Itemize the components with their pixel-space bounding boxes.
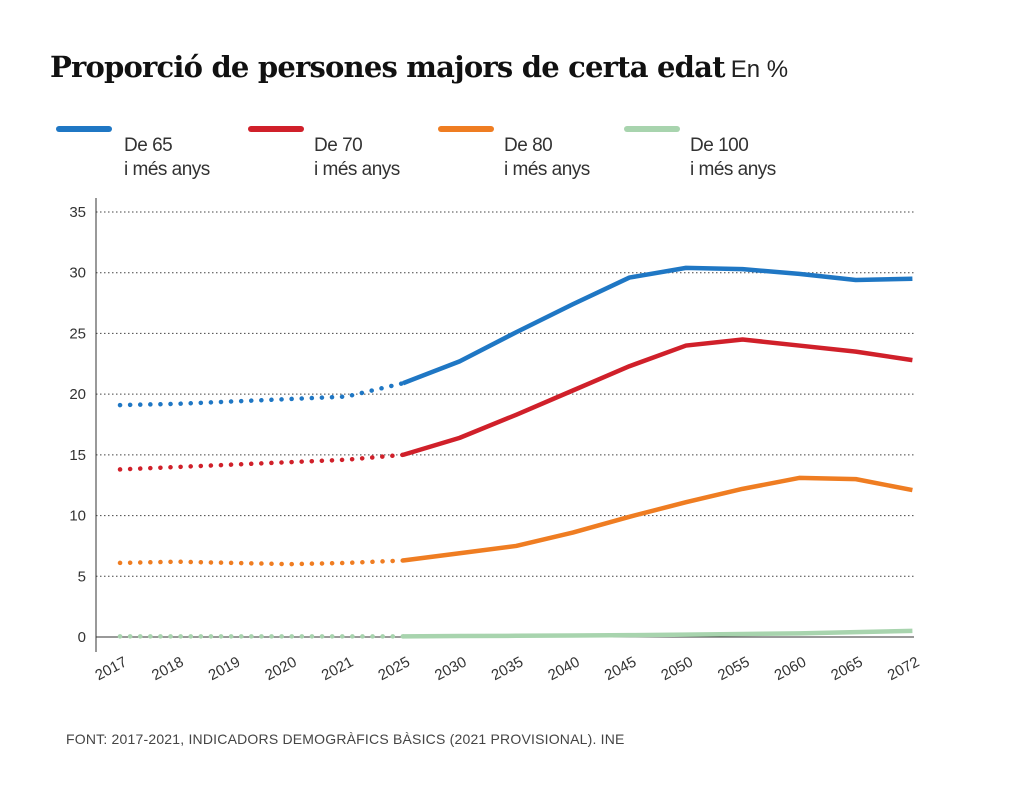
y-tick-label: 30 [69, 265, 86, 282]
x-tick-label: 2055 [715, 654, 752, 685]
page-title: Proporció de persones majors de certa ed… [50, 50, 788, 84]
series-line-3 [402, 628, 913, 639]
legend-swatch [248, 126, 304, 132]
series-line-projected-dotted-0 [117, 380, 406, 408]
y-tick-label: 35 [69, 204, 86, 221]
legend-label-line2: i més anys [690, 159, 776, 180]
x-tick-label: 2030 [432, 654, 469, 685]
x-tick-label: 2045 [602, 654, 639, 685]
legend-label-line2: i més anys [124, 159, 210, 180]
legend-label-line1: De 80 [504, 135, 553, 156]
x-tick-label: 2019 [206, 654, 243, 685]
source-note: FONT: 2017-2021, INDICADORS DEMOGRÀFICS … [66, 731, 625, 747]
series-line-2 [402, 475, 913, 563]
x-tick-label: 2025 [375, 654, 412, 685]
x-tick-label: 2065 [828, 654, 865, 685]
x-tick-label: 2040 [545, 654, 582, 685]
x-tick-label: 2017 [92, 654, 129, 685]
chart-unit: En % [730, 56, 789, 83]
x-tick-label: 2050 [658, 654, 695, 685]
series-line-projected-dotted-2 [117, 558, 406, 567]
x-tick-label: 2060 [772, 654, 809, 685]
x-tick-label: 2072 [885, 654, 922, 685]
legend-label-line2: i més anys [504, 159, 590, 180]
chart-title: Proporció de persones majors de certa ed… [50, 50, 726, 84]
legend-swatch [624, 126, 680, 132]
legend-label-line2: i més anys [314, 159, 400, 180]
legend-swatch [438, 126, 494, 132]
legend-label-line1: De 70 [314, 135, 363, 156]
y-tick-label: 0 [78, 629, 86, 646]
y-tick-label: 20 [69, 386, 86, 403]
y-tick-label: 25 [69, 325, 86, 342]
series-line-0 [402, 265, 913, 386]
y-tick-label: 10 [69, 508, 86, 525]
series-line-projected-dotted-1 [117, 452, 406, 472]
y-tick-label: 5 [78, 568, 86, 585]
x-tick-label: 2018 [149, 654, 186, 685]
y-tick-label: 15 [69, 447, 86, 464]
x-tick-label: 2035 [489, 654, 526, 685]
legend-label: De 100 i més anys [690, 134, 776, 182]
legend-swatch [56, 126, 112, 132]
legend-label-line1: De 100 [690, 135, 749, 156]
x-tick-label: 2021 [319, 654, 356, 685]
series-line-1 [402, 337, 913, 458]
legend-label: De 80 i més anys [504, 134, 590, 182]
x-tick-label: 2020 [262, 654, 299, 685]
legend-label-line1: De 65 [124, 135, 173, 156]
legend-label: De 70 i més anys [314, 134, 400, 182]
legend-label: De 65 i més anys [124, 134, 210, 182]
